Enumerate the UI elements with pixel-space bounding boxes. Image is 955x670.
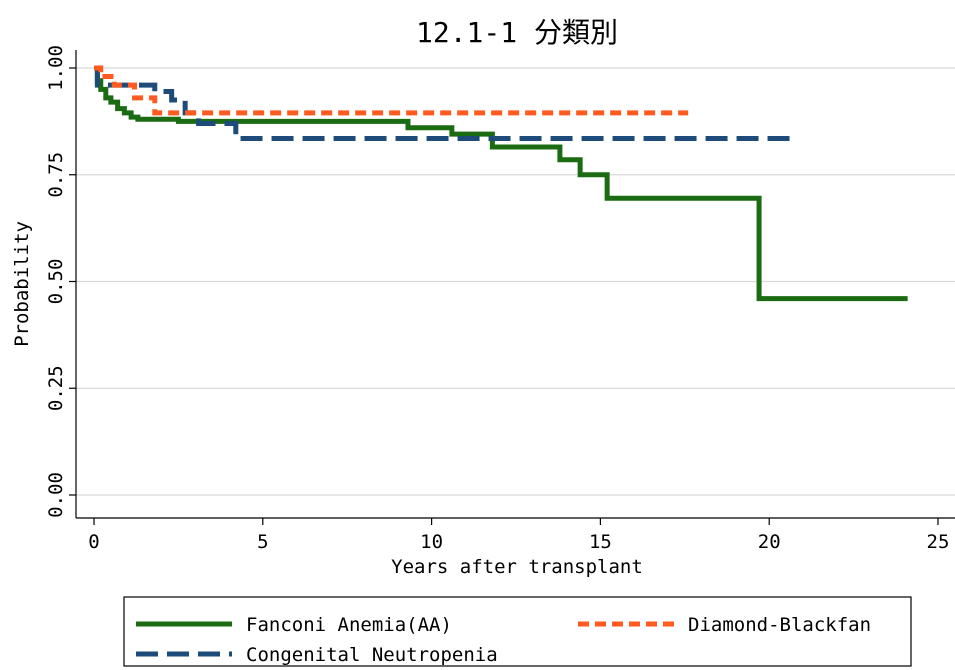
series-line-2 [94,65,793,141]
x-tick-label-1: 5 [257,531,268,553]
y-tick-label-2: 0.50 [45,259,67,305]
y-tick-label-0: 0.00 [45,472,67,518]
y-tick-label-4: 1.00 [45,45,67,91]
axes: 0.00 0.25 0.50 0.75 1.00 0 5 10 15 20 25 [45,45,955,553]
y-tick-label-1: 0.25 [45,365,67,411]
chart-title: 12.1-1 分類別 [416,16,618,49]
x-tick-label-0: 0 [88,531,99,553]
x-tick-label-3: 15 [589,531,612,553]
x-tick-label-5: 25 [927,531,950,553]
x-tick-label-4: 20 [758,531,781,553]
legend-label-1: Diamond-Blackfan [688,614,871,636]
legend-box [123,596,912,667]
legend-label-2: Congenital Neutropenia [246,644,498,666]
legend-label-0: Fanconi Anemia(AA) [246,614,452,636]
series-group [94,65,908,302]
x-axis-label: Years after transplant [391,556,643,578]
plot-area [76,50,955,518]
legend: Fanconi Anemia(AA) Diamond-Blackfan Congen… [123,596,912,667]
gridlines [76,67,955,496]
series-line-0 [94,65,908,302]
y-axis-label: Probability [11,221,33,347]
y-tick-label-3: 0.75 [45,152,67,198]
x-tick-label-2: 10 [420,531,443,553]
